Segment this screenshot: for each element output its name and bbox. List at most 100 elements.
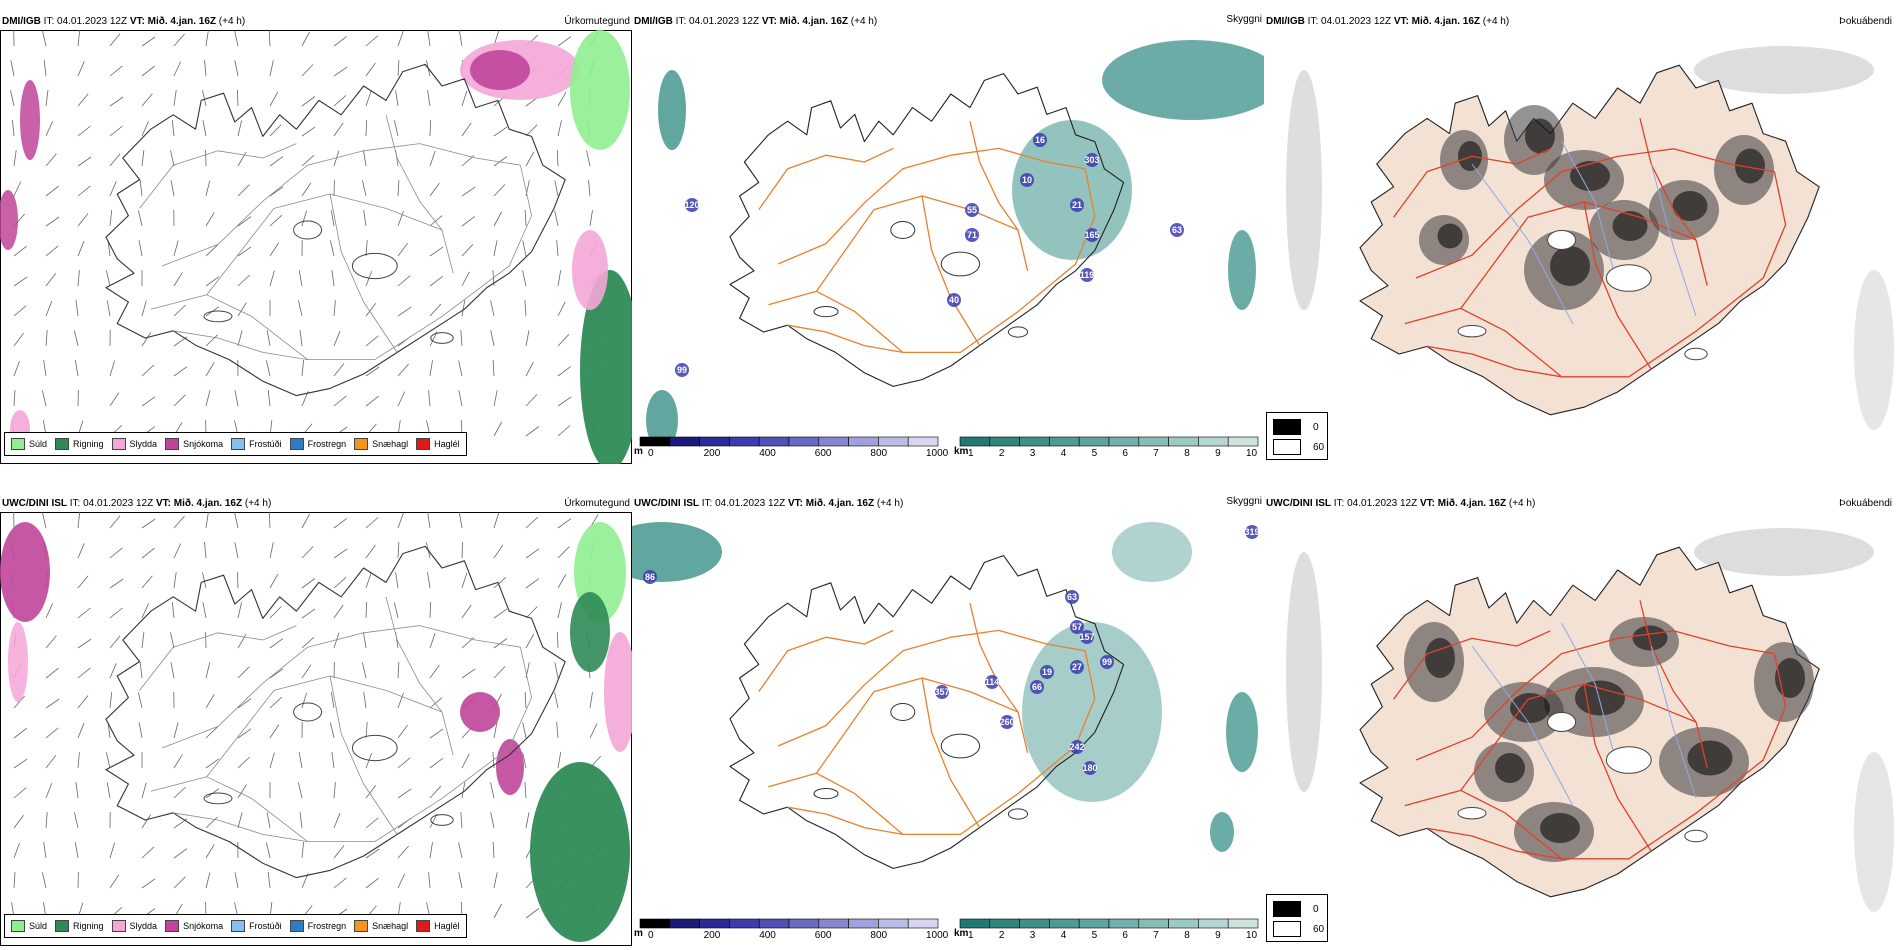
road-line [206, 675, 443, 778]
road-line [1583, 201, 1652, 370]
wind-barb [557, 573, 567, 589]
wind-barb [298, 782, 303, 799]
wind-barb [268, 512, 271, 529]
wind-barb [74, 360, 79, 377]
fog-index-core [1495, 753, 1525, 783]
ceiling-value-label: 63 [1067, 592, 1077, 602]
scale-tick-label: 6 [1122, 930, 1128, 941]
wind-barb [330, 692, 335, 709]
wind-barb [234, 542, 239, 559]
wind-barb [237, 89, 239, 107]
road-line [1460, 201, 1697, 309]
legend-item: Frostregn [289, 438, 346, 450]
wind-barb [429, 275, 444, 287]
road-line [173, 812, 308, 842]
wind-barb [269, 696, 283, 709]
wind-barb [77, 607, 91, 619]
wind-barb [363, 150, 367, 167]
wind-barb [269, 606, 282, 619]
vt-value: Mið. 4.jan. 16Z [1437, 498, 1507, 509]
wind-barb [365, 366, 380, 377]
wind-barb [173, 572, 177, 589]
wind-barb [138, 240, 143, 257]
wind-barb [173, 272, 183, 287]
road-line [1427, 827, 1562, 860]
wind-barb [461, 300, 466, 317]
wind-barb [74, 842, 79, 859]
wind-barb [45, 90, 49, 107]
legend-item: Slydda [111, 438, 157, 450]
fog-sea-area [1286, 552, 1322, 792]
vt-label: VT: [1393, 16, 1409, 27]
road-line [758, 629, 894, 692]
road-line [969, 121, 1029, 271]
wind-barb [397, 541, 400, 559]
fog-sea-area [1694, 528, 1874, 576]
wind-barb [141, 782, 147, 799]
legend-swatch [231, 920, 246, 932]
wind-barb [13, 245, 27, 257]
ceiling-value-label: 357 [934, 687, 949, 697]
wind-barb [458, 872, 463, 889]
wind-barb [333, 331, 341, 347]
wind-barb [141, 65, 155, 77]
wind-barb [397, 724, 408, 739]
wind-barb [237, 571, 239, 589]
ceiling-value-label: 114 [985, 677, 1000, 687]
legend-label: Súld [29, 439, 48, 449]
legend-swatch [416, 920, 431, 932]
panel-title: Úrkomutegund [564, 498, 630, 509]
legend-swatch [165, 920, 180, 932]
road-line [1427, 345, 1562, 378]
legend-item: Rigning [55, 920, 104, 932]
wind-barb [557, 270, 562, 287]
model-name: UWC/DINI ISL [634, 498, 699, 509]
lead-time: (+4 h) [1482, 16, 1510, 27]
wind-barb [45, 667, 59, 679]
scale-color-cell [699, 436, 730, 447]
ceiling-value-label: 242 [1069, 742, 1084, 752]
glacier-outline [1547, 712, 1577, 732]
wind-barb [429, 182, 440, 197]
scale-colorbar [959, 918, 1259, 929]
scale-color-cell [959, 918, 991, 929]
wind-barb [237, 784, 247, 799]
wind-barb [333, 577, 347, 589]
wind-barb [204, 60, 207, 77]
wind-barb [77, 61, 85, 77]
wind-barb [75, 782, 79, 799]
wind-barb [429, 842, 433, 859]
scale-tick-label: 8 [1184, 448, 1190, 459]
wind-barb [525, 606, 538, 619]
low-ceiling-spot [1170, 223, 1184, 237]
wind-barb [490, 782, 495, 799]
glacier-outline [1007, 326, 1029, 338]
wind-barb [173, 722, 179, 739]
low-ceiling-spot [685, 198, 699, 212]
wind-barb [429, 632, 436, 649]
wind-barb [268, 30, 271, 47]
it-label: IT: [1307, 16, 1319, 27]
scale-tick-label: 200 [703, 448, 721, 459]
scale-tick-label: 6 [1122, 448, 1128, 459]
wind-barb [333, 395, 347, 407]
scale-tick-label: 1 [968, 930, 974, 941]
wind-barb [269, 668, 284, 679]
scale-color-cell [669, 436, 700, 447]
wind-barb [397, 179, 400, 197]
low-ceiling-spot [1085, 228, 1099, 242]
wind-barb [333, 150, 340, 167]
wind-barb [45, 216, 60, 227]
wind-barb [43, 360, 47, 377]
fog-index-core [1775, 658, 1805, 698]
wind-barb [45, 153, 57, 167]
wind-barb [141, 396, 156, 407]
road-line [1415, 148, 1775, 279]
wind-barb [237, 246, 252, 257]
sleet-area [8, 622, 28, 702]
legend-item: Súld [11, 920, 47, 932]
wind-barb [45, 782, 53, 799]
panel-header: DMI/IGB IT: 04.01.2023 12Z VT: Mið. 4.ja… [632, 14, 1264, 30]
model-name: DMI/IGB [2, 16, 41, 27]
ceiling-scale-bar: m 0 200 400 600 800 1000 [634, 918, 948, 942]
